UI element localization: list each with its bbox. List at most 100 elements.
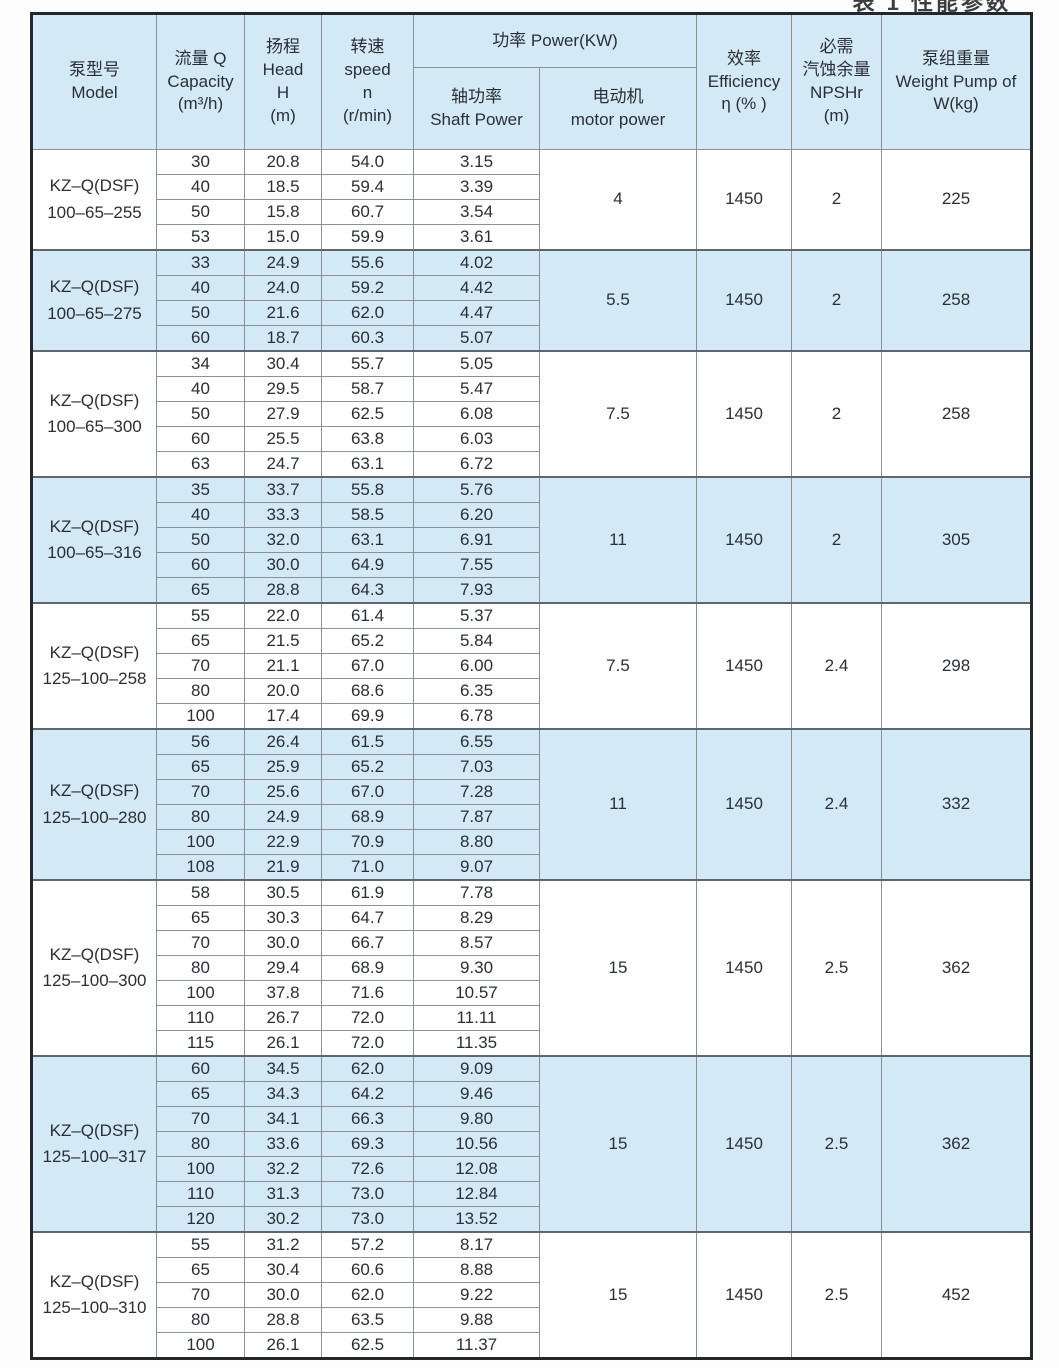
efficiency-cell: 1450 (696, 602, 792, 730)
efficiency-cell: 1450 (696, 728, 792, 881)
head-cell: 20.0 (244, 678, 322, 704)
shaft-power-cell: 6.72 (413, 451, 540, 478)
head-cell: 31.3 (244, 1181, 322, 1207)
table-row: 70 34.1 66.3 9.80 (32, 1106, 1032, 1132)
model-size: 125–100–280 (42, 807, 147, 827)
head-cell: 25.6 (244, 779, 322, 805)
header-weight-en: Weight Pump of (895, 71, 1017, 91)
speed-cell: 68.9 (321, 804, 414, 830)
weight-cell: 298 (881, 602, 1032, 730)
speed-cell: 61.4 (321, 602, 414, 629)
model-cell: KZ–Q(DSF) 100–65–255 (31, 149, 157, 251)
weight-cell: 305 (881, 476, 1032, 604)
model-cell: KZ–Q(DSF) 125–100–317 (31, 1055, 157, 1233)
shaft-power-cell: 3.54 (413, 199, 540, 225)
head-cell: 37.8 (244, 980, 322, 1006)
shaft-power-cell: 7.55 (413, 552, 540, 578)
header-capacity-unit: (m³/h) (177, 94, 224, 114)
motor-power-cell: 7.5 (539, 350, 697, 478)
shaft-power-cell: 8.88 (413, 1257, 540, 1283)
weight-cell: 225 (881, 149, 1032, 251)
npshr-cell: 2.5 (791, 1231, 882, 1359)
speed-cell: 60.3 (321, 325, 414, 352)
shaft-power-cell: 5.37 (413, 602, 540, 629)
table-row: KZ–Q(DSF) 125–100–300 58 30.5 61.9 7.78 15 1450… (31, 879, 1032, 1057)
capacity-cell: 80 (156, 1131, 245, 1157)
speed-cell: 63.1 (321, 527, 414, 553)
head-cell: 31.2 (244, 1231, 322, 1258)
head-cell: 24.0 (244, 275, 322, 301)
speed-cell: 72.0 (321, 1030, 414, 1057)
npshr-cell: 2.4 (791, 728, 882, 881)
table-row: KZ–Q(DSF) 125–100–310 55 31.2 57.2 8.17 15 1450… (31, 1231, 1032, 1359)
header-capacity-zh: 流量 Q (174, 48, 227, 68)
efficiency-cell: 1450 (696, 249, 792, 352)
model-cell: KZ–Q(DSF) 100–65–275 (31, 249, 157, 352)
speed-cell: 58.7 (321, 376, 414, 402)
header-head-zh: 扬程 (266, 37, 300, 57)
table-row: 40 29.5 58.7 5.47 (32, 376, 1032, 402)
table-row: 100 26.1 62.5 11.37 (32, 1332, 1032, 1359)
speed-cell: 65.2 (321, 628, 414, 654)
table-row: KZ–Q(DSF) 100–65–255 30 20.8 54.0 3.15 4 1450 2 2… (31, 149, 1032, 251)
capacity-cell: 100 (156, 1332, 245, 1359)
speed-cell: 64.3 (321, 577, 414, 604)
model-cell: KZ–Q(DSF) 100–65–300 (31, 350, 157, 478)
table-row: KZ–Q(DSF) 100–65–316 35 33.7 55.8 5.76 11 1450 2… (31, 476, 1032, 604)
header-npshr-zh1: 必需 (819, 37, 854, 57)
table-row: 110 26.7 72.0 11.11 (32, 1005, 1032, 1031)
col-header-efficiency: 效率 Efficiency η (% ) (696, 13, 792, 150)
speed-cell: 73.0 (321, 1206, 414, 1233)
header-speed-sym: n (362, 83, 373, 102)
speed-cell: 60.7 (321, 199, 414, 225)
head-cell: 32.0 (244, 527, 322, 553)
speed-cell: 55.8 (321, 476, 414, 503)
npshr-cell: 2 (791, 476, 882, 604)
head-cell: 18.5 (244, 174, 322, 200)
speed-cell: 66.7 (321, 930, 414, 956)
head-cell: 25.9 (244, 754, 322, 780)
header-shaft-en: Shaft Power (430, 109, 523, 129)
speed-cell: 72.6 (321, 1156, 414, 1182)
table-row: 100 17.4 69.9 6.78 (32, 703, 1032, 730)
speed-cell: 63.5 (321, 1307, 414, 1333)
capacity-cell: 110 (156, 1181, 245, 1207)
shaft-power-cell: 5.05 (413, 350, 540, 377)
head-cell: 26.1 (244, 1332, 322, 1359)
weight-cell: 258 (881, 350, 1032, 478)
capacity-cell: 50 (156, 199, 245, 225)
shaft-power-cell: 3.15 (413, 149, 540, 175)
model-series: KZ–Q(DSF) (49, 176, 140, 196)
head-cell: 30.0 (244, 1282, 322, 1308)
speed-cell: 59.4 (321, 174, 414, 200)
npshr-cell: 2 (791, 249, 882, 352)
shaft-power-cell: 7.87 (413, 804, 540, 830)
table-header: 泵型号 Model 流量 Q Capacity (m³/h) 扬程 Head H… (31, 13, 1032, 150)
weight-cell: 332 (881, 728, 1032, 881)
table-row: 108 21.9 71.0 9.07 (32, 854, 1032, 881)
head-cell: 21.9 (244, 854, 322, 881)
shaft-power-cell: 12.84 (413, 1181, 540, 1207)
efficiency-cell: 1450 (696, 350, 792, 478)
col-header-npshr: 必需 汽蚀余量 NPSHr (m) (791, 13, 882, 150)
head-cell: 21.5 (244, 628, 322, 654)
model-cell: KZ–Q(DSF) 125–100–280 (31, 728, 157, 881)
speed-cell: 66.3 (321, 1106, 414, 1132)
header-head-unit: (m) (270, 105, 296, 125)
head-cell: 30.4 (244, 350, 322, 377)
model-cell: KZ–Q(DSF) 125–100–258 (31, 602, 157, 730)
head-cell: 24.9 (244, 249, 322, 276)
capacity-cell: 80 (156, 955, 245, 981)
capacity-cell: 40 (156, 174, 245, 200)
motor-power-cell: 4 (539, 149, 697, 251)
model-size: 125–100–317 (42, 1147, 147, 1166)
table-row: 120 30.2 73.0 13.52 (32, 1206, 1032, 1233)
shaft-power-cell: 3.39 (413, 174, 540, 200)
capacity-cell: 110 (156, 1005, 245, 1031)
shaft-power-cell: 9.88 (413, 1307, 540, 1333)
speed-cell: 68.9 (321, 955, 414, 981)
model-series: KZ–Q(DSF) (49, 1120, 140, 1140)
capacity-cell: 100 (156, 829, 245, 855)
table-row: 50 15.8 60.7 3.54 (32, 199, 1032, 225)
capacity-cell: 115 (156, 1030, 245, 1057)
